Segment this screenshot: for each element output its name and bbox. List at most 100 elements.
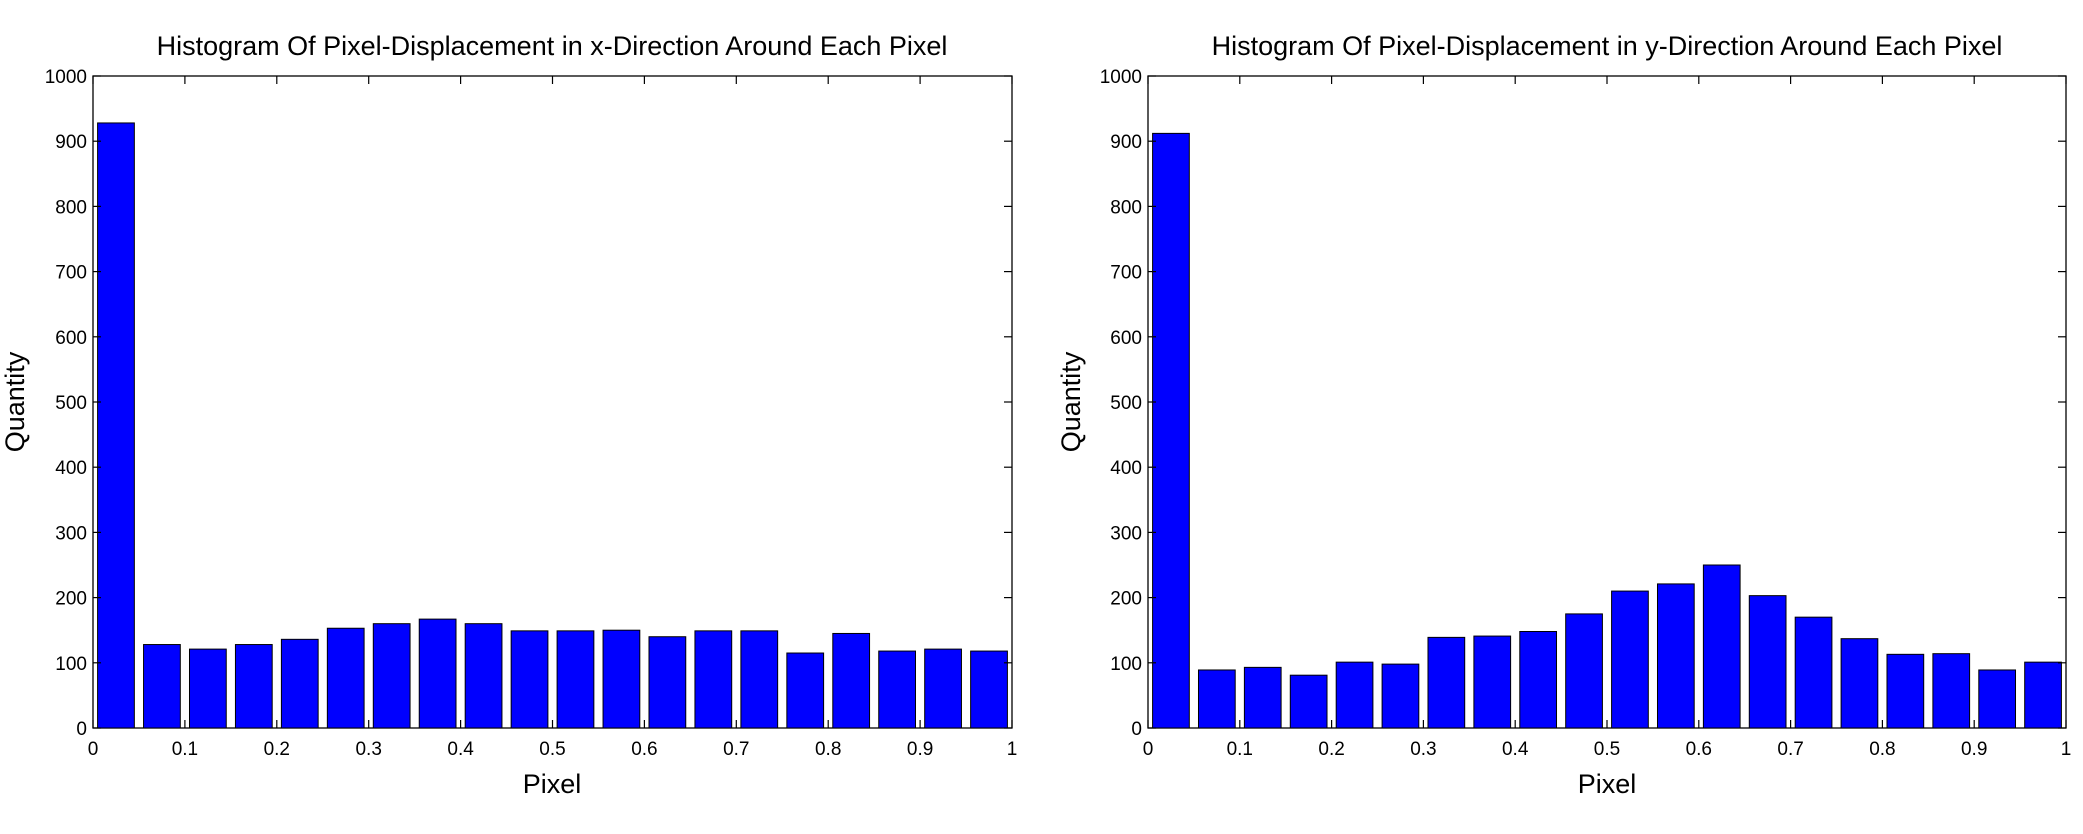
x-tick-label: 0.5	[539, 739, 565, 760]
bar	[2024, 661, 2062, 729]
bar-group	[1152, 132, 2062, 729]
y-tick-label: 700	[55, 263, 87, 284]
x-tick-label: 0.6	[1686, 739, 1712, 760]
bar-group	[97, 122, 1008, 729]
y-axis-label: Quantity	[0, 351, 30, 452]
y-tick-label: 500	[55, 393, 87, 414]
bar	[1243, 666, 1282, 729]
bar	[924, 648, 962, 729]
bar	[234, 644, 273, 729]
y-tick-label: 300	[1110, 523, 1142, 544]
bar	[1519, 631, 1558, 729]
x-tick-label: 1	[2061, 739, 2072, 760]
y-tick-label: 1000	[45, 67, 87, 88]
bar	[188, 648, 227, 729]
y-tick-label: 400	[1110, 458, 1142, 479]
bar	[1978, 669, 2017, 729]
x-tick-label: 0	[1143, 739, 1154, 760]
bar	[740, 630, 779, 729]
x-tick-label: 1	[1007, 739, 1018, 760]
x-tick-labels: 0 0.1 0.2 0.3 0.4 0.5 0.6 0.7 0.8 0.9 1	[1143, 739, 2072, 760]
bar	[510, 630, 549, 729]
x-tick-label: 0.2	[264, 739, 290, 760]
bar	[602, 629, 641, 729]
x-tick-label: 0.3	[355, 739, 381, 760]
x-tick-label: 0.7	[723, 739, 749, 760]
x-axis-label: Pixel	[1578, 769, 1637, 799]
bar	[97, 122, 135, 729]
y-tick-label: 900	[55, 132, 87, 153]
y-tick-label: 0	[1131, 719, 1142, 740]
y-tick-labels: 0 100 200 300 400 500 600 700 800 900 1000	[45, 67, 87, 740]
bar	[1840, 638, 1879, 729]
y-tick-label: 500	[1110, 393, 1142, 414]
x-tick-label: 0	[88, 739, 99, 760]
bar	[464, 623, 503, 729]
bar	[1886, 653, 1925, 729]
x-tick-label: 0.9	[1961, 739, 1987, 760]
plot-frame	[1147, 75, 2067, 729]
tick-marks	[92, 75, 1013, 729]
y-axis-label: Quantity	[1056, 351, 1086, 452]
x-tick-label: 0.5	[1594, 739, 1620, 760]
y-tick-label: 800	[1110, 197, 1142, 218]
bar	[1794, 616, 1833, 729]
chart-y-direction: Histogram Of Pixel-Displacement in y-Dir…	[1056, 31, 2071, 799]
bar	[1748, 595, 1787, 729]
x-tick-label: 0.3	[1410, 739, 1436, 760]
bar	[1932, 653, 1971, 729]
x-tick-label: 0.4	[1502, 739, 1529, 760]
bar	[832, 632, 871, 729]
bar	[1611, 590, 1649, 729]
x-tick-label: 0.1	[172, 739, 198, 760]
bar	[1565, 613, 1603, 729]
y-tick-label: 1000	[1100, 67, 1142, 88]
x-tick-label: 0.4	[447, 739, 474, 760]
bar	[648, 636, 687, 729]
y-tick-label: 900	[1110, 132, 1142, 153]
y-tick-label: 0	[76, 719, 87, 740]
y-tick-label: 700	[1110, 263, 1142, 284]
y-tick-label: 300	[55, 523, 87, 544]
y-tick-label: 100	[1110, 654, 1142, 675]
x-tick-label: 0.1	[1227, 739, 1253, 760]
bar	[1473, 635, 1512, 729]
bar	[418, 618, 457, 729]
bar	[1427, 636, 1466, 729]
y-tick-labels: 0 100 200 300 400 500 600 700 800 900 1000	[1100, 67, 1142, 740]
bar	[1702, 564, 1741, 729]
bar	[1335, 661, 1374, 729]
bar	[878, 650, 917, 729]
bar	[326, 627, 365, 729]
x-tick-label: 0.8	[1869, 739, 1895, 760]
x-axis-label: Pixel	[523, 769, 582, 799]
plot-frame	[92, 75, 1013, 729]
chart-x-direction: Histogram Of Pixel-Displacement in x-Dir…	[0, 31, 1017, 799]
bar	[280, 638, 319, 729]
tick-marks	[1147, 75, 2067, 729]
x-tick-label: 0.9	[907, 739, 933, 760]
bar	[1656, 583, 1695, 729]
bar	[970, 650, 1008, 729]
y-tick-label: 600	[1110, 328, 1142, 349]
bar	[1381, 663, 1420, 729]
y-tick-label: 200	[55, 589, 87, 610]
bar	[694, 630, 733, 729]
y-tick-label: 400	[55, 458, 87, 479]
bar	[372, 623, 411, 729]
y-tick-label: 100	[55, 654, 87, 675]
y-tick-label: 800	[55, 197, 87, 218]
y-tick-label: 600	[55, 328, 87, 349]
bar	[143, 644, 181, 729]
x-tick-labels: 0 0.1 0.2 0.3 0.4 0.5 0.6 0.7 0.8 0.9 1	[88, 739, 1018, 760]
x-tick-label: 0.2	[1318, 739, 1344, 760]
chart-title: Histogram Of Pixel-Displacement in x-Dir…	[157, 31, 948, 61]
x-tick-label: 0.8	[815, 739, 841, 760]
bar	[1152, 132, 1190, 729]
bar	[786, 652, 825, 729]
x-tick-label: 0.6	[631, 739, 657, 760]
chart-title: Histogram Of Pixel-Displacement in y-Dir…	[1212, 31, 2003, 61]
bar	[1197, 669, 1236, 729]
x-tick-label: 0.7	[1777, 739, 1803, 760]
